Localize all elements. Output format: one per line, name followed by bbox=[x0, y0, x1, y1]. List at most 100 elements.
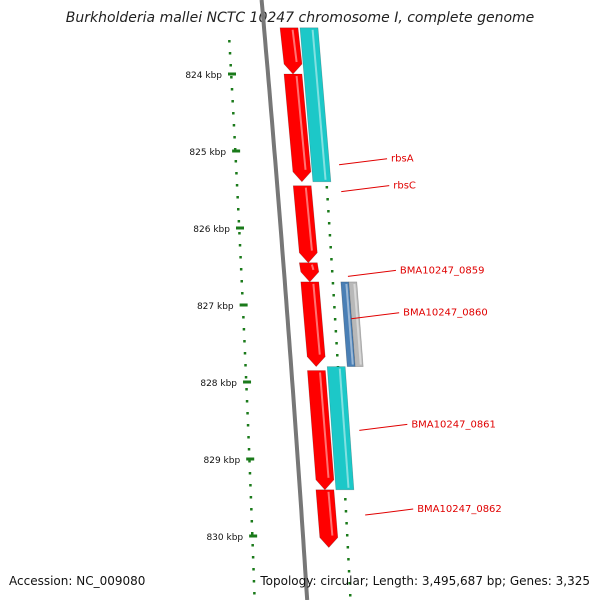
gc-dot bbox=[246, 424, 250, 427]
gc-dot bbox=[250, 520, 254, 523]
gc-dot bbox=[234, 160, 238, 163]
label-leader-line bbox=[359, 423, 408, 431]
label-leader-line bbox=[365, 508, 414, 516]
label-leader-line bbox=[351, 312, 400, 320]
gene-label[interactable]: rbsA bbox=[391, 154, 414, 165]
tick-mark bbox=[243, 380, 252, 384]
gc-dot bbox=[245, 400, 249, 403]
gene-labels: rbsA rbsC BMA10247_0859 BMA10247_0860 BMA102… bbox=[338, 154, 502, 516]
gene-red-2[interactable] bbox=[292, 185, 318, 264]
gene-highlight bbox=[338, 368, 350, 488]
tick-label: 827 kbp bbox=[197, 302, 234, 312]
gc-dot bbox=[249, 484, 252, 487]
gene-highlight bbox=[312, 283, 321, 355]
gene-cyan-10[interactable] bbox=[326, 366, 355, 491]
gene-highlight bbox=[319, 372, 330, 478]
label-leader-line bbox=[341, 185, 390, 193]
gc-dot bbox=[334, 330, 338, 333]
tick-mark bbox=[246, 457, 255, 461]
gene-label[interactable]: BMA10247_0862 bbox=[417, 504, 502, 515]
gc-dot bbox=[250, 508, 253, 511]
gc-dot bbox=[331, 282, 335, 285]
gene-highlight bbox=[311, 29, 327, 180]
gene-red-0[interactable] bbox=[279, 27, 303, 75]
gc-dot bbox=[247, 436, 250, 439]
gc-dot bbox=[332, 294, 335, 297]
gc-dot bbox=[232, 124, 236, 127]
gc-dot bbox=[237, 208, 240, 211]
gc-dot bbox=[327, 210, 330, 213]
gc-dot bbox=[238, 244, 242, 247]
gc-dot bbox=[330, 258, 333, 261]
gene-red-4[interactable] bbox=[300, 281, 326, 368]
gc-dot bbox=[326, 198, 329, 201]
gene-label[interactable]: BMA10247_0860 bbox=[403, 308, 488, 319]
gene-cyan-7[interactable] bbox=[299, 27, 332, 183]
gene-highlight bbox=[353, 283, 362, 365]
tick-label: 824 kbp bbox=[185, 71, 222, 81]
gc-dot bbox=[335, 342, 338, 345]
gene-red-5[interactable] bbox=[307, 370, 335, 491]
kbp-ticks: 824 kbp 825 kbp 826 kbp 827 kbp 828 kbp 829 k… bbox=[185, 71, 258, 543]
gc-dot bbox=[253, 592, 256, 595]
tick-label: 825 kbp bbox=[189, 148, 226, 158]
gc-dot bbox=[232, 112, 235, 115]
gc-dot bbox=[248, 472, 252, 475]
gc-dot bbox=[344, 510, 348, 513]
gc-dot bbox=[348, 594, 352, 597]
gene-highlight bbox=[295, 75, 307, 170]
gc-dot bbox=[248, 460, 251, 463]
gc-dot bbox=[244, 364, 247, 367]
gene-red-6[interactable] bbox=[315, 489, 339, 548]
gc-dot bbox=[241, 292, 244, 295]
map-title: Burkholderia mallei NCTC 10247 chromosom… bbox=[65, 10, 535, 26]
gc-dot bbox=[240, 280, 243, 283]
gc-dot bbox=[229, 64, 232, 67]
tick-mark bbox=[249, 534, 258, 538]
gene-highlight bbox=[304, 187, 313, 251]
gc-dot bbox=[252, 580, 256, 583]
gc-dot bbox=[230, 76, 233, 79]
gc-dot bbox=[228, 52, 232, 55]
tick-label: 828 kbp bbox=[200, 379, 237, 389]
gc-dot bbox=[330, 270, 334, 273]
gene-red-3[interactable] bbox=[298, 262, 320, 283]
gene-highlight bbox=[291, 29, 298, 63]
label-leader-line bbox=[338, 158, 388, 166]
gc-dot bbox=[325, 186, 329, 189]
tick-mark bbox=[232, 149, 241, 153]
tick-label: 826 kbp bbox=[193, 225, 230, 235]
gc-dot bbox=[249, 496, 253, 499]
gene-features bbox=[279, 27, 364, 548]
gc-dot bbox=[344, 498, 347, 501]
gc-dot bbox=[328, 234, 332, 237]
gene-highlight bbox=[327, 491, 334, 536]
gc-dot bbox=[251, 544, 254, 547]
gc-dot bbox=[348, 582, 351, 585]
gc-dot bbox=[238, 232, 241, 235]
gene-label[interactable]: BMA10247_0859 bbox=[400, 265, 485, 276]
tick-mark bbox=[228, 72, 236, 76]
gc-dot bbox=[327, 222, 331, 225]
gene-highlight bbox=[345, 283, 354, 365]
gc-dot bbox=[235, 184, 239, 187]
gc-dot bbox=[333, 306, 336, 309]
gc-dot bbox=[236, 196, 239, 199]
gc-dot bbox=[347, 558, 350, 561]
gc-dot bbox=[237, 220, 241, 223]
gc-dot bbox=[245, 388, 248, 391]
gc-dot bbox=[250, 532, 254, 535]
gene-label[interactable]: rbsC bbox=[393, 181, 416, 192]
gene-red-1[interactable] bbox=[283, 73, 312, 183]
gene-gray-9[interactable] bbox=[348, 281, 364, 367]
gc-dot bbox=[345, 522, 348, 525]
tick-mark bbox=[239, 303, 248, 307]
genome-backbone bbox=[259, 0, 310, 600]
gene-label[interactable]: BMA10247_0861 bbox=[411, 419, 496, 430]
gc-dot bbox=[242, 316, 245, 319]
tick-label: 829 kbp bbox=[204, 456, 241, 466]
gc-dot bbox=[233, 148, 237, 151]
gc-dot bbox=[243, 340, 246, 343]
gene-blue-8[interactable] bbox=[340, 281, 356, 367]
